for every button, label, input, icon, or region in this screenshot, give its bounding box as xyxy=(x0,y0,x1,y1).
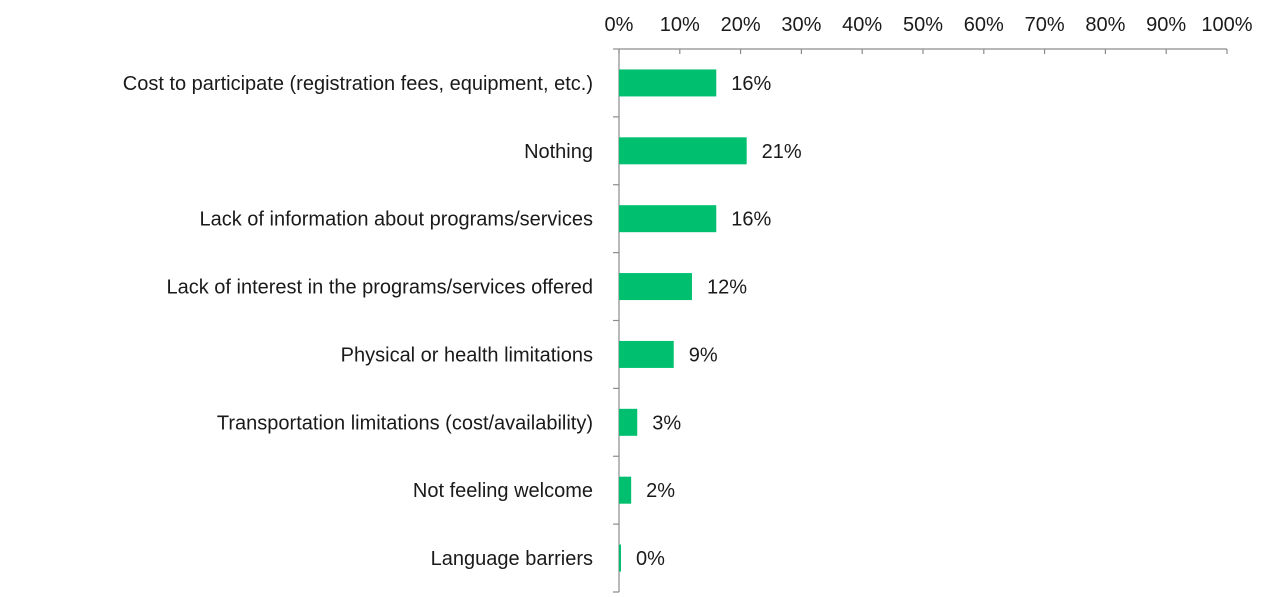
x-tick-label: 40% xyxy=(842,14,882,36)
category-label: Not feeling welcome xyxy=(413,480,593,502)
data-label: 12% xyxy=(707,277,747,299)
bar xyxy=(619,408,638,436)
x-tick-label: 80% xyxy=(1085,14,1125,36)
x-tick-label: 10% xyxy=(660,14,700,36)
data-label: 2% xyxy=(646,480,675,502)
bar xyxy=(619,137,747,165)
labels-group: Cost to participate (registration fees, … xyxy=(123,73,802,570)
category-label: Lack of information about programs/servi… xyxy=(199,209,593,231)
category-label: Cost to participate (registration fees, … xyxy=(123,73,593,95)
data-label: 16% xyxy=(731,209,771,231)
x-tick-label: 0% xyxy=(605,14,634,36)
x-tick-label: 100% xyxy=(1201,14,1252,36)
x-tick-label: 90% xyxy=(1146,14,1186,36)
category-label: Transportation limitations (cost/availab… xyxy=(217,412,593,434)
x-tick-label: 20% xyxy=(721,14,761,36)
x-axis: 0% 10% 20% 30% 40% 50% 60% 70% 80% 90% 100% xyxy=(605,14,1253,54)
bar xyxy=(619,69,717,97)
x-tick-label: 50% xyxy=(903,14,943,36)
bars-group xyxy=(619,69,747,572)
x-tick-label: 60% xyxy=(964,14,1004,36)
category-label: Lack of interest in the programs/service… xyxy=(166,277,593,299)
bar xyxy=(619,273,692,301)
data-label: 21% xyxy=(762,141,802,163)
x-tick-label: 70% xyxy=(1025,14,1065,36)
y-axis xyxy=(613,48,620,593)
category-label: Language barriers xyxy=(431,548,593,570)
bar xyxy=(619,476,632,504)
category-label: Nothing xyxy=(524,141,593,163)
data-label: 3% xyxy=(652,412,681,434)
data-label: 16% xyxy=(731,73,771,95)
category-label: Physical or health limitations xyxy=(341,344,593,366)
bar xyxy=(619,340,674,368)
data-label: 9% xyxy=(689,344,718,366)
bar xyxy=(619,205,717,233)
x-tick-label: 30% xyxy=(781,14,821,36)
data-label: 0% xyxy=(636,548,665,570)
bar xyxy=(619,544,621,572)
